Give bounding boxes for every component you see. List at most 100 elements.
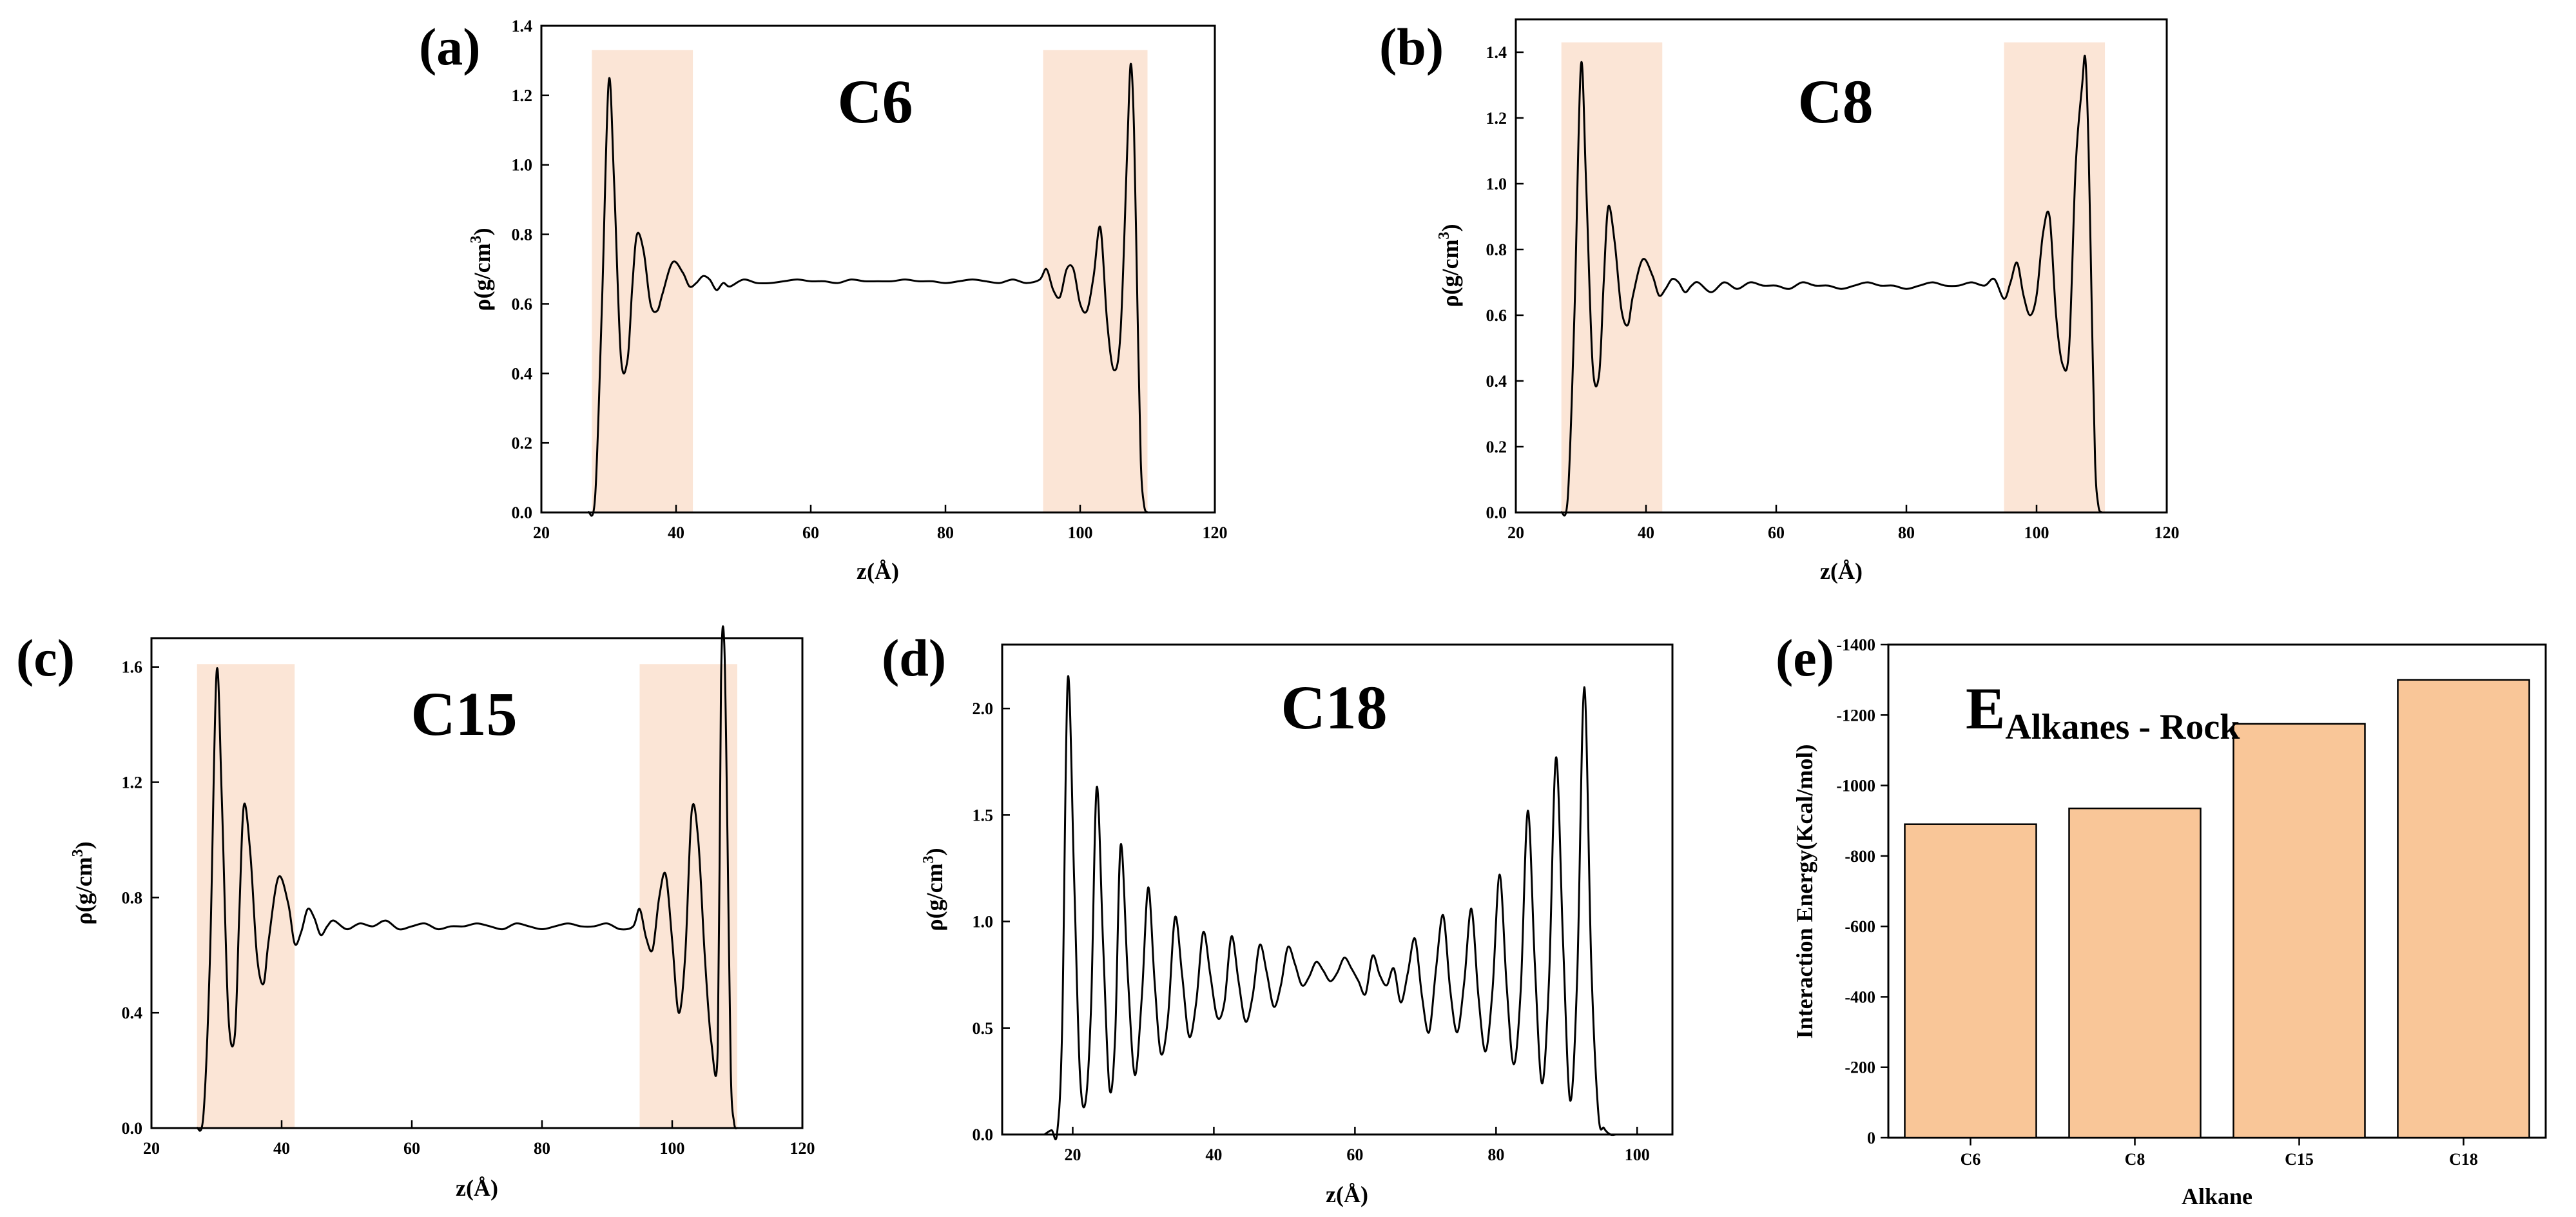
panel-d-yticks: 0.0 0.5 1.0 1.5 2.0 bbox=[973, 699, 1010, 1144]
panel-a-xtick-label: 40 bbox=[668, 523, 684, 542]
panel-d-xticks: 20 40 60 80 100 bbox=[1064, 1127, 1650, 1164]
panel-b-title: C8 bbox=[1797, 67, 1873, 136]
panel-b-ylabel: ρ(g/cm3) bbox=[1436, 224, 1463, 307]
panel-e-category-label: C8 bbox=[2125, 1150, 2145, 1169]
panel-b-ytick-label: 0.0 bbox=[1486, 503, 1507, 522]
panel-d-ytick-label: 1.0 bbox=[973, 913, 994, 931]
panel-a-ytick-label: 0.2 bbox=[512, 434, 533, 453]
panel-c-xtick-label: 80 bbox=[534, 1139, 550, 1158]
panel-e-ytick-label: -800 bbox=[1845, 847, 1875, 866]
panel-a-frame bbox=[540, 24, 1216, 514]
panel-a-ytick-label: 0.8 bbox=[512, 226, 533, 244]
panel-d-ytick-label: 0.0 bbox=[973, 1125, 994, 1144]
panel-b-letter: (b) bbox=[1379, 17, 1444, 76]
panel-a-xticks: 20 40 60 80 100 120 bbox=[533, 505, 1228, 542]
panel-a-ylabel: ρ(g/cm3) bbox=[468, 228, 495, 311]
panel-b-xtick-label: 20 bbox=[1507, 523, 1524, 542]
panel-a-ytick-label: 1.4 bbox=[512, 17, 533, 35]
panel-b-shaded-region-0 bbox=[1561, 42, 1663, 512]
panel-e: (e) C6 C8 C15 C18 0 -200 -400 -600 -800 -1000 -12… bbox=[1776, 628, 2547, 1209]
panel-b: (b) 20 40 60 80 100 120 0.0 0.2 0.4 0.6 0.8 1.0 1.2… bbox=[1379, 17, 2180, 584]
panel-c-letter: (c) bbox=[16, 628, 75, 687]
panel-a-title: C6 bbox=[837, 67, 913, 136]
panel-b-ytick-label: 1.4 bbox=[1486, 43, 1507, 62]
panel-a-ytick-label: 1.0 bbox=[512, 156, 533, 175]
panel-b-xticks: 20 40 60 80 100 120 bbox=[1507, 505, 2180, 542]
panel-c-xlabel: z(Å) bbox=[456, 1175, 498, 1201]
panel-b-ytick-label: 0.2 bbox=[1486, 438, 1507, 456]
panel-e-bar-c18 bbox=[2397, 679, 2530, 1139]
panel-c-xtick-label: 120 bbox=[790, 1139, 815, 1158]
panel-a-xlabel: z(Å) bbox=[857, 558, 899, 584]
panel-b-ytick-label: 0.8 bbox=[1486, 240, 1507, 259]
panel-d-ytick-label: 1.5 bbox=[973, 806, 994, 824]
panel-b-yticks: 0.0 0.2 0.4 0.6 0.8 1.0 1.2 1.4 bbox=[1486, 43, 1524, 522]
panel-d-xtick-label: 20 bbox=[1064, 1145, 1081, 1164]
panel-a-xtick-label: 20 bbox=[533, 523, 550, 542]
panel-d-density-line bbox=[1043, 675, 1627, 1140]
panel-a-bands bbox=[592, 50, 1148, 512]
panel-e-xlabel: Alkane bbox=[2182, 1183, 2252, 1209]
panel-e-ytick-label: -200 bbox=[1845, 1058, 1875, 1077]
panel-e-ytick-label: -1000 bbox=[1836, 777, 1875, 795]
panel-e-ytick-label: -400 bbox=[1845, 988, 1875, 1006]
panel-c-ytick-label: 1.6 bbox=[122, 658, 143, 677]
panel-c-bands bbox=[197, 664, 737, 1128]
panel-d-xtick-label: 80 bbox=[1487, 1145, 1504, 1164]
panel-b-ytick-label: 0.4 bbox=[1486, 372, 1507, 391]
panel-b-xlabel: z(Å) bbox=[1820, 558, 1863, 584]
panel-b-xtick-label: 60 bbox=[1768, 523, 1785, 542]
panel-e-title: EAlkanes - Rock bbox=[1966, 676, 2240, 747]
panel-d-letter: (d) bbox=[882, 628, 946, 687]
panel-c-ytick-label: 0.4 bbox=[122, 1004, 143, 1022]
panel-b-ytick-label: 1.2 bbox=[1486, 109, 1507, 128]
panel-a: (a) 20 40 60 80 100 120 0.0 0.2 0.4 0.6 0.8 1.0 1.2… bbox=[419, 17, 1228, 584]
panel-e-ytick-label: 0 bbox=[1867, 1129, 1875, 1147]
panel-a-xtick-label: 80 bbox=[937, 523, 954, 542]
panel-b-frame bbox=[1515, 18, 2168, 514]
panel-d-frame bbox=[1001, 643, 1674, 1136]
panel-e-ylabel: Interaction Energy(Kcal/mol) bbox=[1792, 745, 1817, 1039]
panel-b-xtick-label: 80 bbox=[1898, 523, 1915, 542]
panel-b-xtick-label: 100 bbox=[2024, 523, 2049, 542]
panel-e-bars bbox=[1904, 679, 2530, 1139]
panel-c-ytick-label: 0.8 bbox=[122, 888, 143, 907]
panel-c-frame bbox=[150, 637, 804, 1129]
panel-a-ytick-label: 1.2 bbox=[512, 86, 533, 105]
panel-e-bar-c8 bbox=[2068, 807, 2202, 1139]
panel-e-frame bbox=[1887, 643, 2547, 1139]
panel-c: (c) 20 40 60 80 100 120 0.0 0.4 0.8 1.2 1.6 C15 z… bbox=[16, 625, 815, 1201]
panel-b-xtick-label: 120 bbox=[2155, 523, 2180, 542]
panel-e-category-label: C6 bbox=[1961, 1150, 1981, 1169]
panel-b-xtick-label: 40 bbox=[1638, 523, 1654, 542]
panel-a-ytick-label: 0.6 bbox=[512, 295, 533, 313]
panel-d-ytick-label: 0.5 bbox=[973, 1019, 994, 1038]
panel-c-title: C15 bbox=[411, 679, 517, 748]
panel-e-bar-c6 bbox=[1904, 823, 2037, 1139]
panel-e-category-label: C18 bbox=[2449, 1150, 2478, 1169]
panel-c-ylabel: ρ(g/cm3) bbox=[70, 841, 97, 924]
panel-c-density-line bbox=[196, 625, 739, 1132]
panel-d-title: C18 bbox=[1281, 673, 1387, 742]
panel-b-density-line bbox=[1560, 54, 2103, 517]
panel-e-yticks: 0 -200 -400 -600 -800 -1000 -1200 -1400 bbox=[1836, 636, 1888, 1147]
panel-d-xtick-label: 100 bbox=[1625, 1145, 1650, 1164]
panel-a-shaded-region-1 bbox=[1043, 50, 1148, 512]
panel-a-letter: (a) bbox=[419, 17, 481, 76]
panel-a-xtick-label: 100 bbox=[1068, 523, 1093, 542]
panel-d-ylabel: ρ(g/cm3) bbox=[920, 848, 947, 931]
panel-d-ytick-label: 2.0 bbox=[973, 699, 994, 718]
panel-a-xtick-label: 60 bbox=[802, 523, 819, 542]
panel-c-ytick-label: 0.0 bbox=[122, 1119, 143, 1138]
panel-e-bar-c15 bbox=[2232, 723, 2366, 1139]
panel-c-xtick-label: 40 bbox=[273, 1139, 290, 1158]
panel-d-xtick-label: 60 bbox=[1346, 1145, 1363, 1164]
panel-c-shaded-region-0 bbox=[197, 664, 295, 1128]
panel-e-ytick-label: -1400 bbox=[1836, 636, 1875, 654]
panel-a-ytick-label: 0.0 bbox=[512, 503, 533, 522]
panel-c-xticks: 20 40 60 80 100 120 bbox=[143, 1120, 815, 1158]
panel-e-ytick-label: -600 bbox=[1845, 917, 1875, 936]
panel-a-xtick-label: 120 bbox=[1203, 523, 1228, 542]
panel-a-shaded-region-0 bbox=[592, 50, 693, 512]
